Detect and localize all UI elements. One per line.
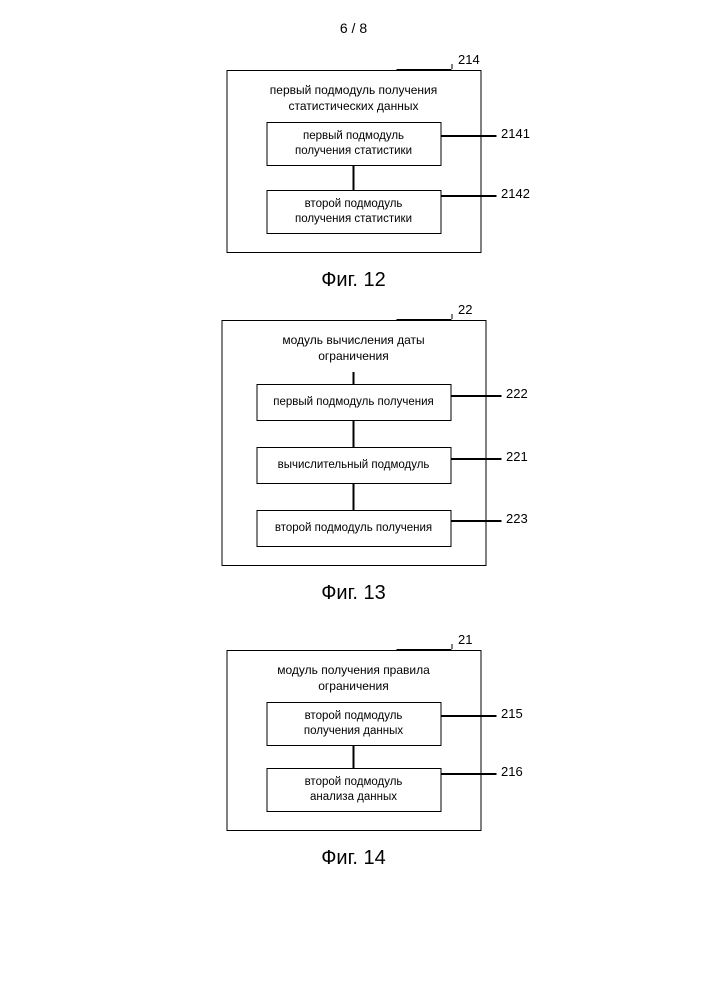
fig13-connector-2 bbox=[353, 484, 355, 510]
fig13-sub2-ref: 221 bbox=[506, 449, 528, 464]
fig12-module-ref-leader bbox=[396, 69, 451, 71]
fig14-module-ref-leader bbox=[396, 649, 451, 651]
fig14-sub1: второй подмодуль получения данных bbox=[266, 702, 441, 746]
fig14-module-box: модуль получения правила ограничения вто… bbox=[226, 650, 481, 831]
fig13-sub3-leader bbox=[451, 520, 501, 522]
fig12-module-title: первый подмодуль получения статистически… bbox=[270, 83, 437, 114]
figure-13: модуль вычисления даты ограничения первы… bbox=[221, 320, 486, 605]
fig13-sub1-ref: 222 bbox=[506, 386, 528, 401]
fig14-sub1-ref: 215 bbox=[501, 706, 523, 721]
fig13-connector-0 bbox=[353, 372, 355, 384]
fig14-connector-1 bbox=[353, 746, 355, 768]
fig13-sub2: вычислительный подмодуль bbox=[256, 447, 451, 484]
figure-12-wrap: первый подмодуль получения статистически… bbox=[226, 70, 481, 253]
fig13-sub1-leader bbox=[451, 395, 501, 397]
fig12-module-ref: 214 bbox=[458, 52, 480, 67]
fig12-sub2-leader bbox=[441, 195, 496, 197]
fig13-sub3-ref: 223 bbox=[506, 511, 528, 526]
fig13-sub3: второй подмодуль получения bbox=[256, 510, 451, 547]
fig12-sub1-leader bbox=[441, 135, 496, 137]
fig12-module-box: первый подмодуль получения статистически… bbox=[226, 70, 481, 253]
fig13-caption: Фиг. 13 bbox=[321, 582, 386, 605]
fig12-connector-1 bbox=[353, 166, 355, 190]
fig12-sub1-ref: 2141 bbox=[501, 126, 530, 141]
fig12-sub2: второй подмодуль получения статистики bbox=[266, 190, 441, 234]
fig14-caption: Фиг. 14 bbox=[321, 847, 386, 870]
fig12-sub2-ref: 2142 bbox=[501, 186, 530, 201]
fig13-connector-1 bbox=[353, 421, 355, 447]
fig13-sub1: первый подмодуль получения bbox=[256, 384, 451, 421]
fig14-sub2-leader bbox=[441, 773, 496, 775]
fig12-caption: Фиг. 12 bbox=[321, 269, 386, 292]
fig13-sub2-leader bbox=[451, 458, 501, 460]
fig13-module-ref-tick bbox=[451, 314, 453, 319]
fig13-module-box: модуль вычисления даты ограничения первы… bbox=[221, 320, 486, 566]
figure-13-wrap: модуль вычисления даты ограничения первы… bbox=[221, 320, 486, 566]
fig14-module-title: модуль получения правила ограничения bbox=[277, 663, 430, 694]
figure-14-wrap: модуль получения правила ограничения вто… bbox=[226, 650, 481, 831]
fig13-module-title: модуль вычисления даты ограничения bbox=[282, 333, 424, 364]
fig14-sub2-ref: 216 bbox=[501, 764, 523, 779]
figure-12: первый подмодуль получения статистически… bbox=[226, 70, 481, 292]
fig14-module-ref: 21 bbox=[458, 632, 472, 647]
fig13-module-ref: 22 bbox=[458, 302, 472, 317]
fig12-module-ref-tick bbox=[451, 64, 453, 69]
fig12-sub1: первый подмодуль получения статистики bbox=[266, 122, 441, 166]
fig14-sub2: второй подмодуль анализа данных bbox=[266, 768, 441, 812]
figure-14: модуль получения правила ограничения вто… bbox=[226, 650, 481, 870]
fig14-sub1-leader bbox=[441, 715, 496, 717]
fig13-module-ref-leader bbox=[396, 319, 451, 321]
fig14-module-ref-tick bbox=[451, 644, 453, 649]
page-number: 6 / 8 bbox=[340, 20, 367, 36]
